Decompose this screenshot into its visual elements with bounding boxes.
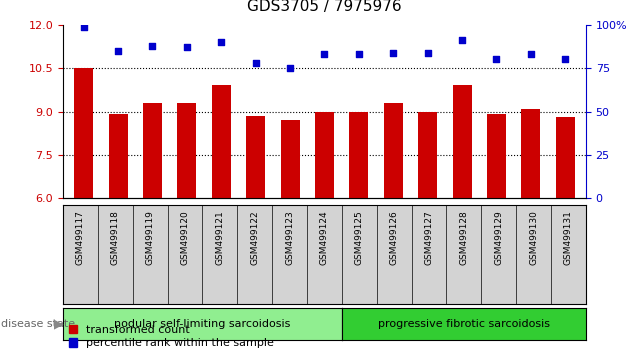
- Point: [388, 50, 398, 55]
- Text: GSM499119: GSM499119: [146, 210, 154, 265]
- Text: GSM499127: GSM499127: [425, 210, 433, 265]
- Text: GSM499124: GSM499124: [320, 210, 329, 265]
- Bar: [178, 103, 197, 198]
- Text: GSM499130: GSM499130: [529, 210, 538, 265]
- Text: GSM499123: GSM499123: [285, 210, 294, 265]
- Point: [457, 38, 467, 43]
- Point: [182, 45, 192, 50]
- Text: GSM499120: GSM499120: [181, 210, 190, 265]
- Bar: [212, 85, 231, 198]
- Point: [251, 60, 261, 66]
- Text: disease state: disease state: [1, 319, 75, 329]
- Legend: transformed count, percentile rank within the sample: transformed count, percentile rank withi…: [69, 325, 274, 348]
- Bar: [246, 116, 265, 198]
- Text: GDS3705 / 7975976: GDS3705 / 7975976: [247, 0, 402, 14]
- Bar: [487, 114, 506, 198]
- Bar: [315, 112, 334, 198]
- Point: [491, 57, 501, 62]
- Text: progressive fibrotic sarcoidosis: progressive fibrotic sarcoidosis: [378, 319, 550, 329]
- Point: [147, 43, 158, 48]
- Bar: [452, 85, 471, 198]
- Bar: [556, 117, 575, 198]
- Text: GSM499131: GSM499131: [564, 210, 573, 265]
- Point: [560, 57, 570, 62]
- Bar: [74, 68, 93, 198]
- Bar: [522, 109, 541, 198]
- Point: [423, 50, 433, 55]
- Point: [79, 24, 89, 29]
- Text: GSM499121: GSM499121: [215, 210, 224, 265]
- Text: GSM499125: GSM499125: [355, 210, 364, 265]
- Text: GSM499118: GSM499118: [111, 210, 120, 265]
- Point: [285, 65, 295, 71]
- Point: [319, 51, 329, 57]
- Bar: [108, 114, 127, 198]
- Text: GSM499128: GSM499128: [459, 210, 468, 265]
- Text: GSM499117: GSM499117: [76, 210, 85, 265]
- Bar: [418, 112, 437, 198]
- Bar: [350, 112, 369, 198]
- Text: GSM499126: GSM499126: [390, 210, 399, 265]
- Bar: [384, 103, 403, 198]
- Text: GSM499122: GSM499122: [250, 210, 259, 265]
- Text: nodular self-limiting sarcoidosis: nodular self-limiting sarcoidosis: [114, 319, 290, 329]
- Text: ▶: ▶: [54, 318, 63, 330]
- Point: [354, 51, 364, 57]
- Bar: [143, 103, 162, 198]
- Bar: [280, 120, 299, 198]
- Point: [526, 51, 536, 57]
- Point: [216, 39, 226, 45]
- Text: GSM499129: GSM499129: [495, 210, 503, 265]
- Point: [113, 48, 123, 53]
